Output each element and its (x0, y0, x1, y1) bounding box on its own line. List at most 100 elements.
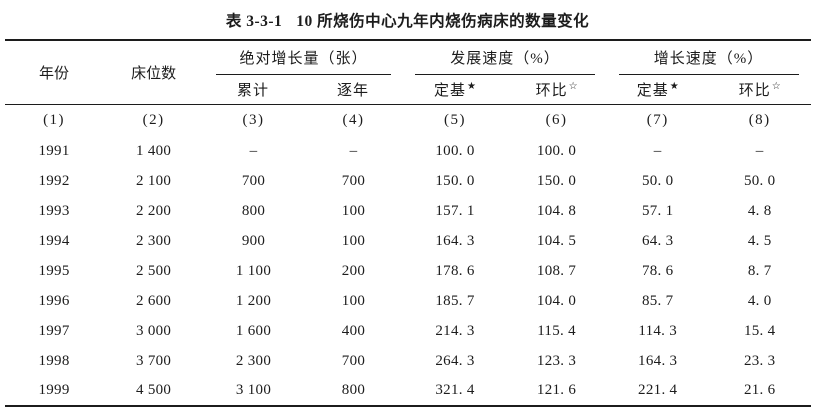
column-number-7: (7) (646, 111, 669, 128)
cell-dev-chain: 121. 6 (536, 382, 577, 398)
cell-cumulative: 700 (241, 172, 266, 189)
cell-cumulative: 1 200 (235, 292, 272, 309)
cell-dev-chain: 104. 5 (536, 232, 577, 249)
cell-growth-fixed-base: 50. 0 (641, 172, 674, 189)
cell-beds: 2 200 (135, 202, 172, 219)
cell-beds: 2 600 (135, 292, 172, 309)
cell-beds: 4 500 (135, 382, 172, 398)
subheader-growth-fixed-base: 定基★ (606, 75, 709, 105)
cell-growth-chain: – (755, 142, 764, 159)
cell-yearly: 700 (341, 352, 366, 369)
table-row: 1995 2 500 1 100 200 178. 6 108. 7 78. 6 8. 7 (5, 256, 811, 286)
cell-dev-fixed-base: 264. 3 (435, 352, 475, 369)
cell-year: 1995 (38, 262, 70, 279)
subheader-cumulative: 累计 (203, 75, 304, 105)
cell-year: 1991 (38, 142, 70, 159)
cell-yearly: 700 (341, 172, 366, 189)
cell-yearly: – (349, 142, 358, 159)
cell-cumulative: 800 (241, 202, 266, 219)
cell-beds: 2 500 (135, 262, 172, 279)
cell-beds: 2 300 (135, 232, 172, 249)
column-number-6: (6) (545, 111, 568, 128)
cell-dev-fixed-base: 150. 0 (435, 172, 475, 189)
cell-dev-chain: 104. 8 (536, 202, 577, 219)
column-number-2: (2) (142, 111, 165, 128)
cell-growth-chain: 8. 7 (747, 262, 772, 279)
cell-growth-chain: 50. 0 (743, 172, 776, 189)
solid-star-icon: ★ (467, 80, 476, 92)
cell-growth-fixed-base: 114. 3 (638, 322, 678, 339)
cell-beds: 1 400 (135, 142, 172, 159)
column-number-3: (3) (242, 111, 265, 128)
cell-growth-chain: 4. 8 (747, 202, 772, 219)
sub-header-row: 累计 逐年 定基★ 环比☆ 定基★ 环比☆ (5, 75, 811, 105)
group-label: 发展速度（%） (415, 41, 595, 75)
cell-growth-chain: 21. 6 (743, 382, 776, 398)
cell-growth-fixed-base: 221. 4 (638, 382, 678, 398)
solid-star-icon: ★ (669, 80, 679, 92)
header-group-absolute-growth: 绝对增长量（张） (204, 40, 404, 75)
subheader-yearly: 逐年 (303, 75, 404, 105)
column-number-4: (4) (342, 111, 365, 128)
data-table: 年份 床位数 绝对增长量（张） 发展速度（%） 增长速度（%） 累计 逐年 定基… (4, 39, 811, 407)
column-numbers-row: (1) (2) (3) (4) (5) (6) (7) (8) (5, 104, 811, 136)
table-row: 1998 3 700 2 300 700 264. 3 123. 3 164. 3 23. 3 (5, 346, 811, 376)
cell-beds: 2 100 (135, 172, 172, 189)
cell-yearly: 400 (341, 322, 366, 339)
cell-cumulative: 3 100 (235, 382, 272, 398)
cell-cumulative: 2 300 (235, 352, 272, 369)
cell-growth-chain: 15. 4 (743, 322, 776, 339)
cell-cumulative: 1 600 (235, 322, 272, 339)
table-row: 1996 2 600 1 200 100 185. 7 104. 0 85. 7 4. 0 (5, 286, 811, 316)
open-star-icon: ☆ (771, 80, 781, 92)
table-title: 表 3-3-1 10 所烧伤中心九年内烧伤病床的数量变化 (0, 0, 815, 31)
table-number: 表 3-3-1 (225, 13, 283, 30)
cell-dev-chain: 150. 0 (536, 172, 577, 189)
cell-yearly: 800 (341, 382, 366, 398)
table-body: 1991 1 400 – – 100. 0 100. 0 – – 1992 2 100 700 700… (5, 136, 811, 406)
table-row: 1994 2 300 900 100 164. 3 104. 5 64. 3 4. 5 (5, 226, 811, 256)
cell-growth-fixed-base: 164. 3 (638, 352, 678, 369)
cell-dev-fixed-base: 157. 1 (435, 202, 475, 219)
header-group-development-speed: 发展速度（%） (403, 40, 606, 75)
table-caption: 10 所烧伤中心九年内烧伤病床的数量变化 (296, 13, 590, 30)
group-header-row: 年份 床位数 绝对增长量（张） 发展速度（%） 增长速度（%） (4, 40, 811, 105)
cell-growth-fixed-base: 85. 7 (641, 292, 674, 309)
table-row: 1992 2 100 700 700 150. 0 150. 0 50. 0 50. 0 (5, 166, 811, 196)
table-row: 1997 3 000 1 600 400 214. 3 115. 4 114. 3 15. 4 (5, 316, 811, 346)
cell-cumulative: 1 100 (235, 262, 272, 279)
cell-beds: 3 700 (135, 352, 172, 369)
column-number-8: (8) (748, 111, 771, 128)
cell-year: 1997 (38, 322, 70, 339)
cell-dev-chain: 115. 4 (537, 322, 576, 339)
cell-dev-chain: 108. 7 (536, 262, 577, 279)
column-number-5: (5) (444, 111, 467, 128)
cell-dev-chain: 104. 0 (536, 292, 577, 309)
open-star-icon: ☆ (568, 80, 578, 92)
cell-dev-chain: 123. 3 (536, 352, 577, 369)
table-row: 1991 1 400 – – 100. 0 100. 0 – – (5, 136, 811, 166)
column-number-1: (1) (43, 111, 66, 128)
table-row: 1999 4 500 3 100 800 321. 4 121. 6 221. 4 21. 6 (5, 376, 811, 406)
subheader-dev-chain: 环比☆ (506, 75, 607, 105)
cell-year: 1994 (38, 232, 70, 249)
cell-dev-fixed-base: 321. 4 (435, 382, 475, 398)
cell-yearly: 200 (341, 262, 366, 279)
cell-growth-chain: 4. 0 (747, 292, 772, 309)
cell-growth-chain: 23. 3 (743, 352, 776, 369)
cell-cumulative: – (249, 142, 258, 159)
cell-yearly: 100 (341, 292, 366, 309)
subheader-growth-chain: 环比☆ (708, 75, 811, 105)
cell-year: 1992 (38, 172, 70, 189)
cell-dev-fixed-base: 185. 7 (435, 292, 475, 309)
cell-dev-fixed-base: 100. 0 (435, 142, 475, 159)
cell-growth-fixed-base: 57. 1 (641, 202, 674, 219)
table-row: 1993 2 200 800 100 157. 1 104. 8 57. 1 4. 8 (5, 196, 811, 226)
cell-dev-fixed-base: 214. 3 (435, 322, 475, 339)
cell-year: 1999 (38, 382, 70, 398)
header-beds: 床位数 (103, 40, 204, 105)
cell-growth-fixed-base: 64. 3 (641, 232, 674, 249)
group-label: 增长速度（%） (618, 41, 799, 75)
cell-dev-fixed-base: 164. 3 (435, 232, 475, 249)
